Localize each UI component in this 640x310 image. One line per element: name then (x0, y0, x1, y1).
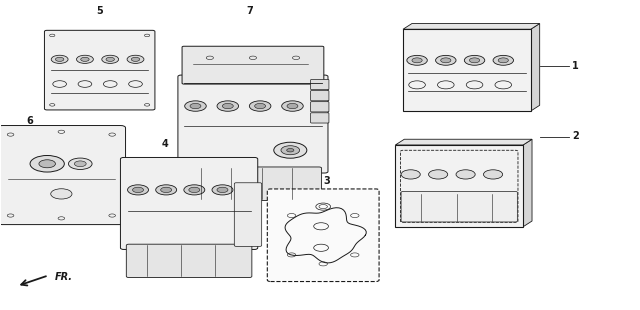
FancyBboxPatch shape (401, 192, 517, 222)
Polygon shape (396, 139, 532, 145)
Circle shape (185, 101, 206, 111)
Circle shape (483, 170, 502, 179)
Circle shape (255, 104, 266, 109)
FancyBboxPatch shape (0, 126, 125, 224)
Circle shape (102, 55, 118, 64)
Circle shape (429, 170, 448, 179)
FancyBboxPatch shape (268, 189, 379, 281)
Circle shape (127, 55, 144, 64)
Circle shape (217, 101, 239, 111)
Circle shape (39, 160, 56, 168)
Bar (403, 29, 531, 111)
Circle shape (287, 148, 294, 152)
Circle shape (132, 187, 143, 193)
Circle shape (456, 170, 475, 179)
FancyBboxPatch shape (184, 167, 321, 201)
Circle shape (30, 156, 64, 172)
FancyBboxPatch shape (182, 46, 324, 84)
FancyBboxPatch shape (234, 183, 262, 246)
Circle shape (498, 58, 508, 63)
Circle shape (106, 57, 115, 61)
Circle shape (81, 57, 89, 61)
Text: 6: 6 (26, 116, 33, 126)
Circle shape (441, 58, 451, 63)
Circle shape (68, 158, 92, 170)
Circle shape (212, 185, 233, 195)
Circle shape (407, 55, 428, 65)
Circle shape (401, 170, 420, 179)
Circle shape (281, 146, 300, 155)
Text: FR.: FR. (55, 272, 73, 282)
Text: 2: 2 (572, 131, 579, 141)
Circle shape (127, 185, 148, 195)
Circle shape (77, 55, 93, 64)
Circle shape (161, 187, 172, 193)
Circle shape (469, 58, 479, 63)
FancyBboxPatch shape (310, 113, 329, 123)
Text: 1: 1 (572, 60, 579, 70)
Text: 4: 4 (162, 139, 169, 149)
Text: 3: 3 (323, 176, 330, 186)
Circle shape (436, 55, 456, 65)
Circle shape (56, 57, 64, 61)
Circle shape (131, 57, 140, 61)
Circle shape (250, 101, 271, 111)
Circle shape (274, 142, 307, 158)
Text: 5: 5 (96, 7, 103, 16)
FancyBboxPatch shape (178, 75, 328, 173)
Circle shape (493, 55, 513, 65)
FancyBboxPatch shape (310, 102, 329, 112)
FancyBboxPatch shape (126, 244, 252, 277)
Circle shape (217, 187, 228, 193)
Circle shape (222, 104, 233, 109)
FancyBboxPatch shape (44, 30, 155, 110)
Text: 7: 7 (246, 7, 253, 16)
Circle shape (51, 189, 72, 199)
FancyBboxPatch shape (310, 91, 329, 101)
Circle shape (51, 55, 68, 64)
Polygon shape (403, 24, 540, 29)
Circle shape (282, 101, 303, 111)
Circle shape (189, 187, 200, 193)
Circle shape (74, 161, 86, 166)
Polygon shape (523, 139, 532, 227)
Circle shape (287, 104, 298, 109)
Circle shape (156, 185, 177, 195)
Polygon shape (531, 24, 540, 111)
Bar (396, 145, 523, 227)
Circle shape (190, 104, 201, 109)
FancyBboxPatch shape (120, 157, 258, 250)
FancyBboxPatch shape (310, 79, 329, 90)
Circle shape (412, 58, 422, 63)
Circle shape (465, 55, 484, 65)
Circle shape (184, 185, 205, 195)
